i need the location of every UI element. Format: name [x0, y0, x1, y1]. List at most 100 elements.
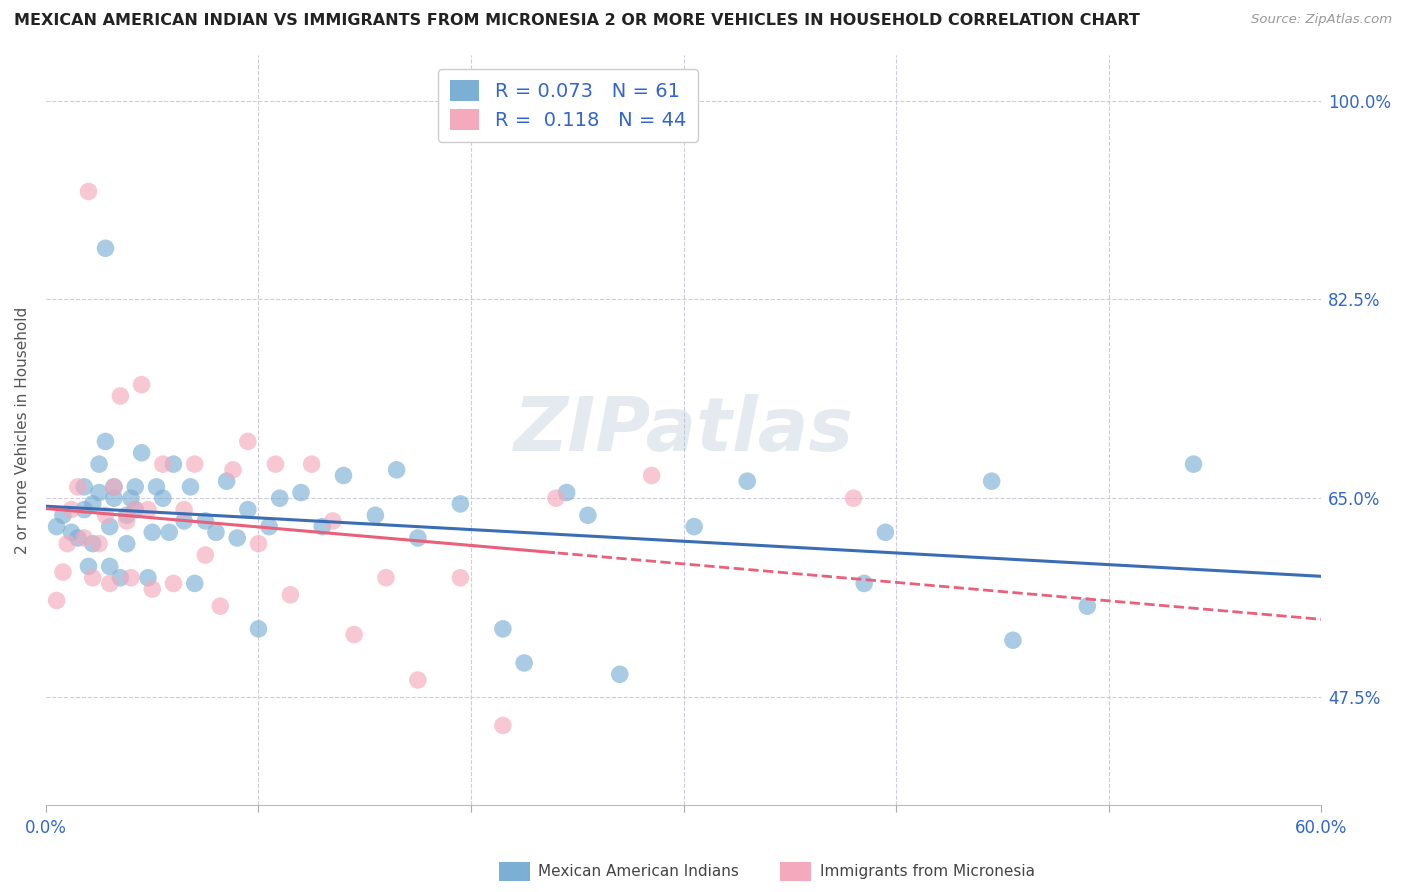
Point — [87, 536, 110, 550]
Point — [184, 457, 207, 471]
Point — [136, 502, 159, 516]
Point — [87, 457, 110, 471]
Point — [136, 571, 159, 585]
Point — [120, 571, 142, 585]
Point — [513, 656, 536, 670]
Point — [311, 519, 333, 533]
Point — [184, 576, 207, 591]
Text: Source: ZipAtlas.com: Source: ZipAtlas.com — [1251, 13, 1392, 27]
Point — [45, 519, 67, 533]
Point — [257, 519, 280, 533]
Point — [98, 576, 121, 591]
Point — [343, 627, 366, 641]
Point — [145, 480, 167, 494]
Point — [492, 718, 515, 732]
Point — [45, 593, 67, 607]
Point — [875, 525, 897, 540]
Point — [98, 519, 121, 533]
Point — [205, 525, 228, 540]
Point — [115, 514, 138, 528]
Point — [290, 485, 312, 500]
Point — [264, 457, 287, 471]
Point — [301, 457, 323, 471]
Point — [77, 185, 100, 199]
Point — [52, 508, 75, 523]
Point — [66, 531, 89, 545]
Point — [1076, 599, 1098, 614]
Point — [115, 508, 138, 523]
Point — [124, 480, 146, 494]
Point — [82, 571, 104, 585]
Point — [576, 508, 599, 523]
Point — [209, 599, 232, 614]
Point — [124, 502, 146, 516]
Point — [555, 485, 578, 500]
Point — [94, 434, 117, 449]
Point — [94, 241, 117, 255]
Point — [162, 457, 184, 471]
Point — [236, 434, 259, 449]
Point — [406, 531, 429, 545]
Point — [52, 565, 75, 579]
Point — [73, 531, 96, 545]
Point — [120, 491, 142, 506]
Point — [73, 480, 96, 494]
Point — [77, 559, 100, 574]
Point — [131, 446, 153, 460]
Point — [94, 508, 117, 523]
Point — [103, 480, 125, 494]
Point — [735, 474, 758, 488]
Point — [236, 502, 259, 516]
Point — [179, 480, 201, 494]
Point — [110, 571, 132, 585]
Point — [640, 468, 662, 483]
Point — [385, 463, 408, 477]
Point — [449, 497, 471, 511]
Point — [56, 536, 79, 550]
Point — [103, 480, 125, 494]
Point — [280, 588, 302, 602]
Point — [87, 485, 110, 500]
Point — [1001, 633, 1024, 648]
Point — [194, 548, 217, 562]
Point — [247, 622, 270, 636]
Point — [152, 457, 174, 471]
Point — [152, 491, 174, 506]
Point — [131, 377, 153, 392]
Text: Immigrants from Micronesia: Immigrants from Micronesia — [820, 864, 1035, 879]
Point — [609, 667, 631, 681]
Point — [332, 468, 354, 483]
Point — [82, 497, 104, 511]
Point — [842, 491, 865, 506]
Point — [269, 491, 291, 506]
Point — [141, 525, 163, 540]
Point — [103, 491, 125, 506]
Legend: R = 0.073   N = 61, R =  0.118   N = 44: R = 0.073 N = 61, R = 0.118 N = 44 — [439, 69, 697, 142]
Point — [406, 673, 429, 687]
Point — [73, 502, 96, 516]
Point — [115, 536, 138, 550]
Point — [98, 559, 121, 574]
Point — [82, 536, 104, 550]
Point — [449, 571, 471, 585]
Point — [492, 622, 515, 636]
Point — [66, 480, 89, 494]
Point — [322, 514, 344, 528]
Point — [375, 571, 398, 585]
Point — [162, 576, 184, 591]
Point — [110, 389, 132, 403]
Point — [60, 502, 83, 516]
Point — [173, 514, 195, 528]
Point — [222, 463, 245, 477]
Point — [544, 491, 567, 506]
Point — [853, 576, 876, 591]
Point — [215, 474, 238, 488]
Point — [364, 508, 387, 523]
Point — [980, 474, 1002, 488]
Point — [194, 514, 217, 528]
Text: MEXICAN AMERICAN INDIAN VS IMMIGRANTS FROM MICRONESIA 2 OR MORE VEHICLES IN HOUS: MEXICAN AMERICAN INDIAN VS IMMIGRANTS FR… — [14, 13, 1140, 29]
Point — [124, 502, 146, 516]
Point — [226, 531, 249, 545]
Point — [157, 525, 180, 540]
Y-axis label: 2 or more Vehicles in Household: 2 or more Vehicles in Household — [15, 307, 30, 554]
